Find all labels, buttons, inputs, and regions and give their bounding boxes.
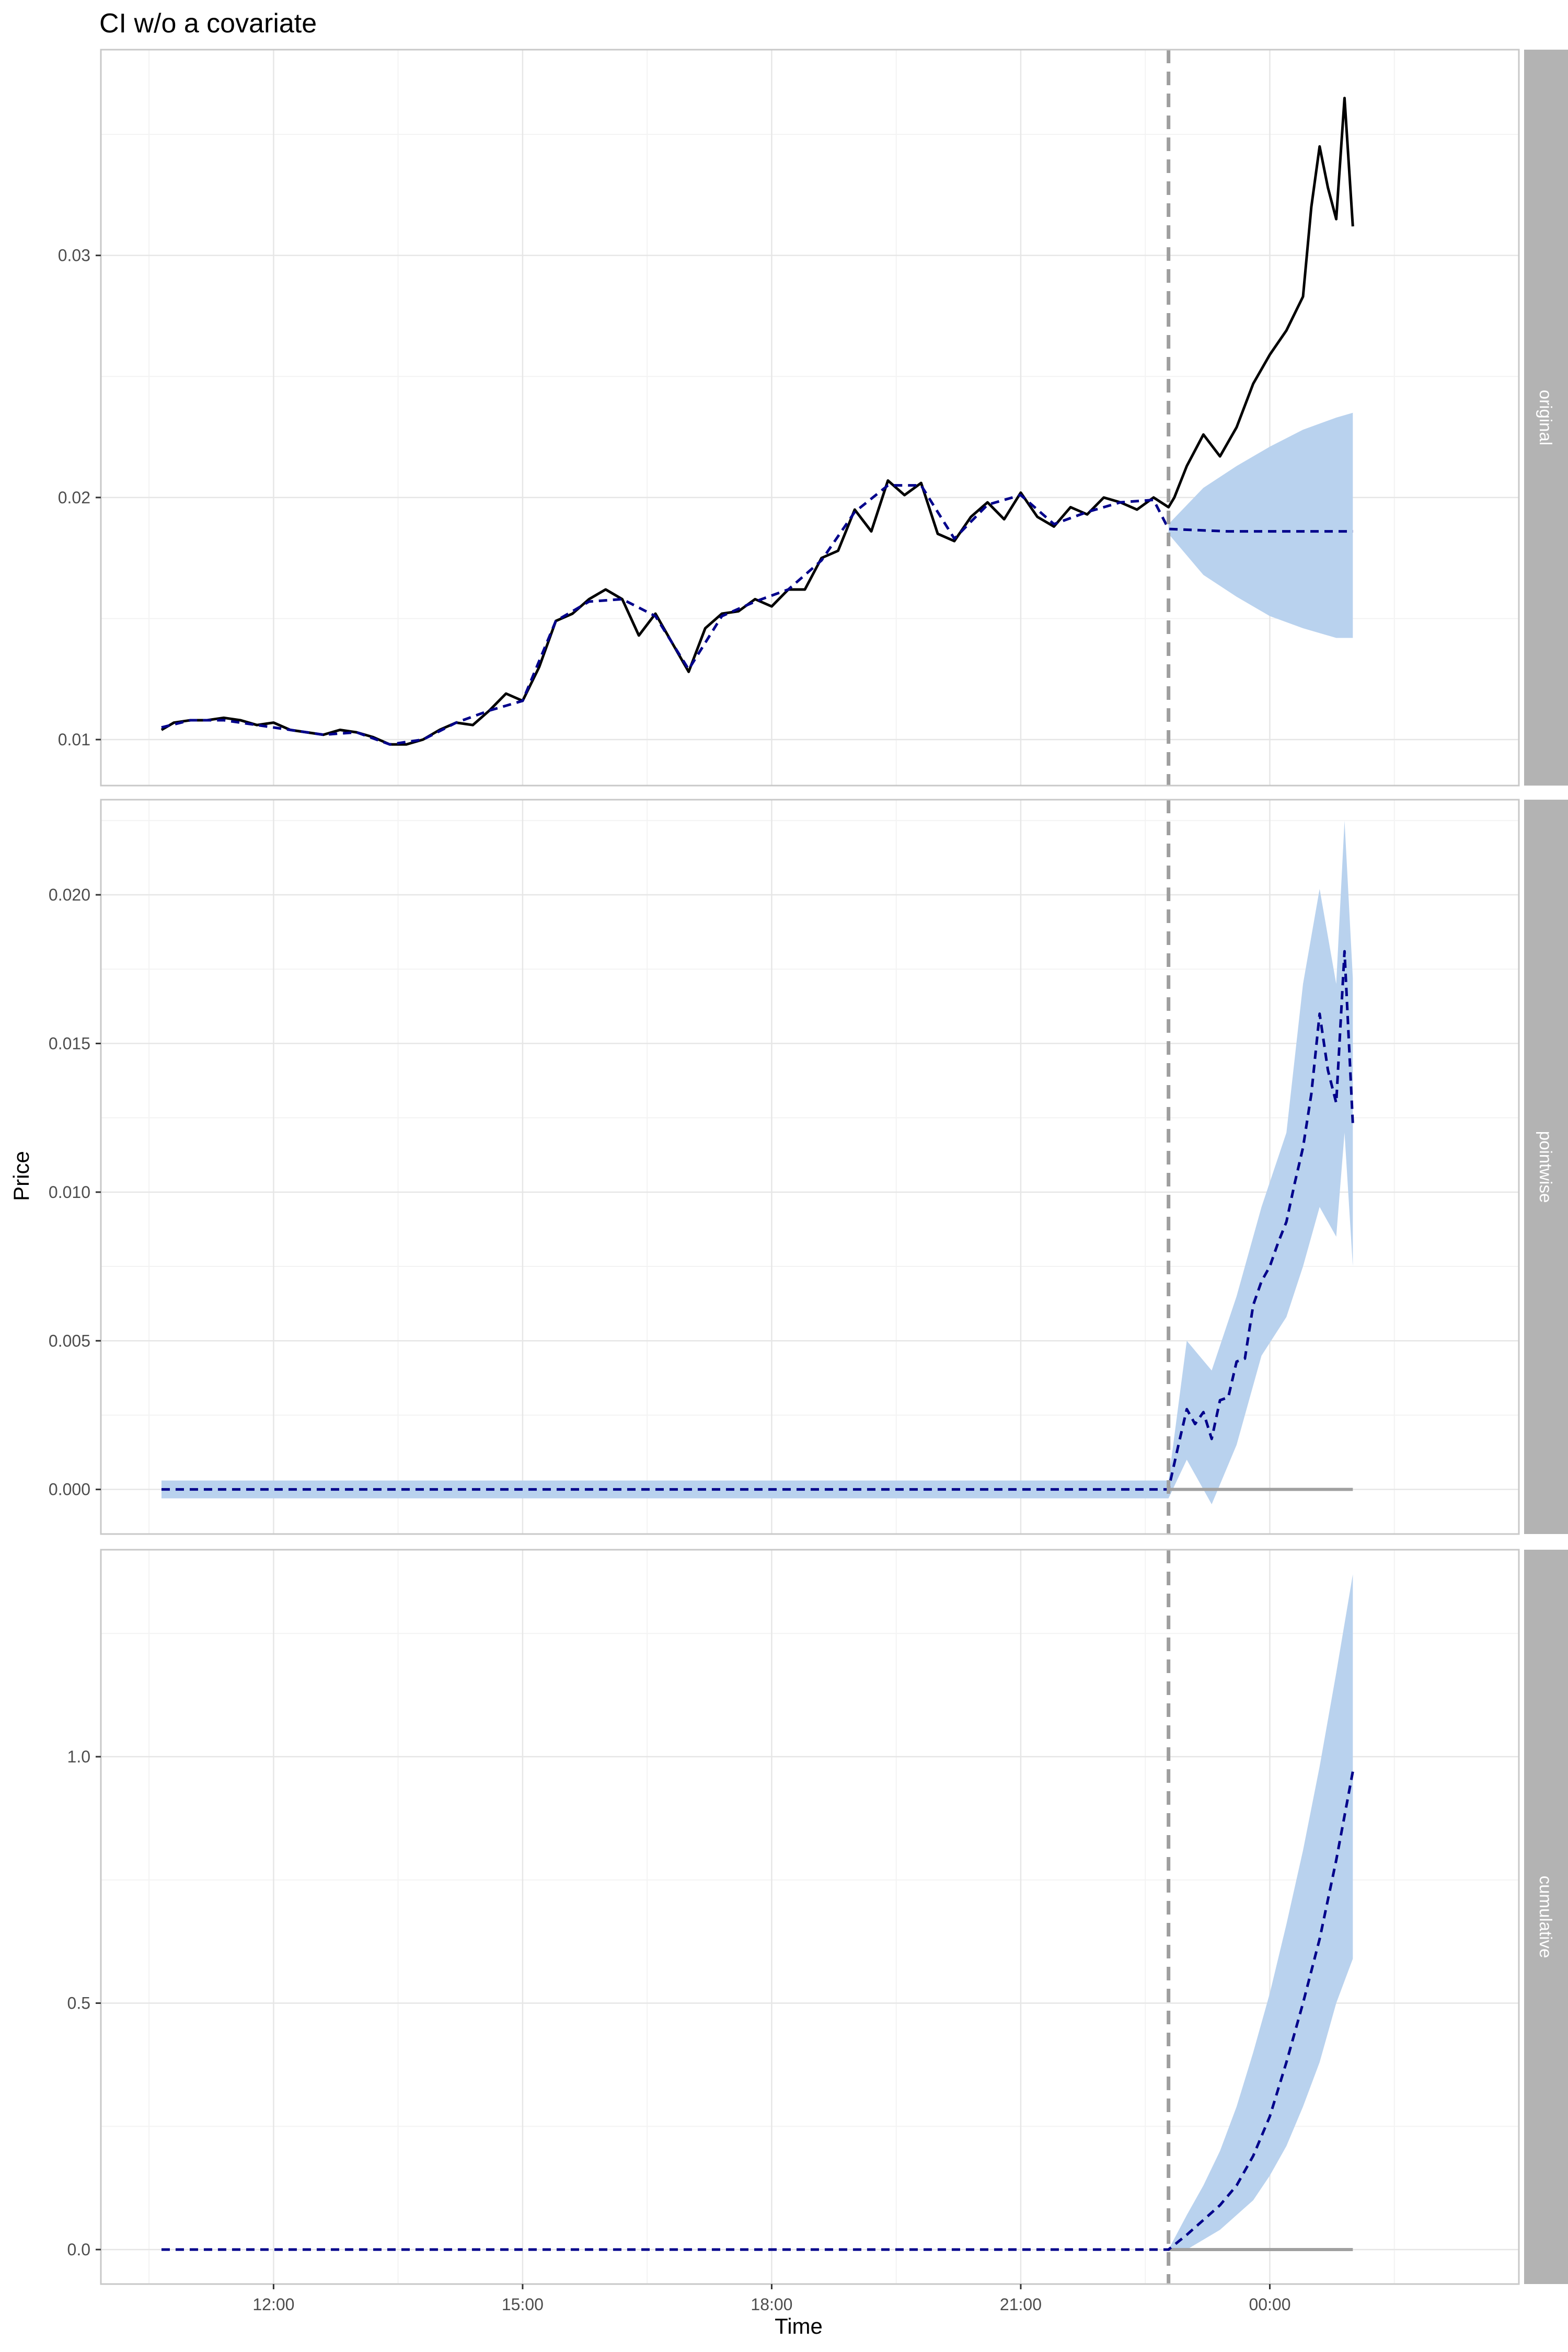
x-axis-title: Time <box>775 2314 823 2338</box>
cumulative-predicted-line <box>161 1771 1354 2251</box>
original-confidence-band <box>1168 412 1353 638</box>
y-tick-label: 0.000 <box>49 1480 90 1499</box>
original-predicted-line <box>161 484 1353 746</box>
pointwise-strip-label: pointwise <box>1536 1131 1555 1203</box>
panels-group: 0.010.020.03original0.0000.0050.0100.015… <box>49 49 1568 2314</box>
panel-pointwise: 0.000 0.005 0.010 0.015 0.020 pointwise <box>49 799 1568 1535</box>
y-tick-label: 0.01 <box>58 730 90 749</box>
cumulative-panel-border <box>100 1549 1520 2285</box>
y-tick-label: 0.015 <box>49 1034 90 1053</box>
x-tick-label: 00:00 <box>1249 2295 1290 2314</box>
original-observed-line <box>160 97 1354 746</box>
x-tick-label: 18:00 <box>751 2295 792 2314</box>
pointwise-panel-border <box>100 799 1520 1535</box>
x-tick-label: 12:00 <box>252 2295 294 2314</box>
panel-cumulative: 0.0 0.5 1.0 cumulative <box>67 1549 1568 2285</box>
y-tick-label: 0.020 <box>49 885 90 904</box>
original-panel-border <box>100 49 1520 787</box>
chart-title: CI w/o a covariate <box>99 8 317 39</box>
cumulative-confidence-band <box>1168 1574 1353 2250</box>
y-tick-label: 0.5 <box>67 1994 90 2013</box>
panel-original: 0.01 0.02 0.03 original <box>58 49 1568 787</box>
x-tick-label: 15:00 <box>502 2295 544 2314</box>
y-tick-label: 0.03 <box>58 246 90 265</box>
pointwise-strip <box>1524 800 1568 1534</box>
y-axis-title: Price <box>9 1151 33 1201</box>
x-tick-label: 21:00 <box>1000 2295 1042 2314</box>
y-tick-label: 1.0 <box>67 1747 90 1766</box>
original-strip <box>1524 50 1568 786</box>
pointwise-predicted-line <box>161 950 1354 1491</box>
cumulative-strip-label: cumulative <box>1536 1876 1555 1958</box>
y-tick-label: 0.010 <box>49 1183 90 1202</box>
y-tick-label: 0.0 <box>67 2240 90 2259</box>
cumulative-strip <box>1524 1550 1568 2284</box>
original-strip-label: original <box>1536 390 1555 445</box>
pointwise-confidence-band <box>161 820 1353 1505</box>
y-tick-label: 0.02 <box>58 488 90 507</box>
y-tick-label: 0.005 <box>49 1331 90 1350</box>
